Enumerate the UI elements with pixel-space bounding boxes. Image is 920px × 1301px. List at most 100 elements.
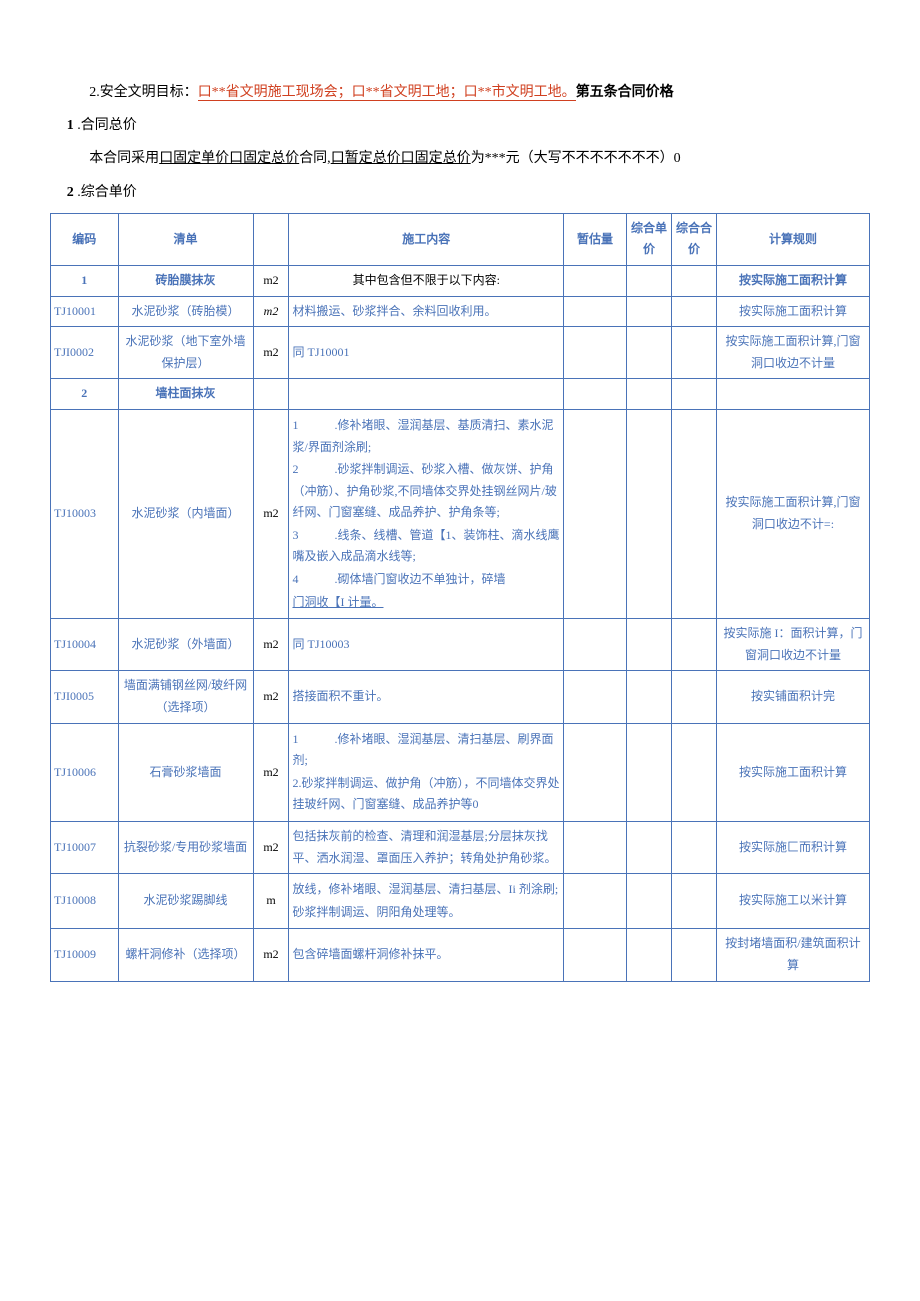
table-row: TJ10009螺杆洞修补（选择项）m2包含碎墙面螺杆洞修补抹平。按封堵墙面积/建…	[51, 929, 870, 981]
cell-content: 搭接面积不重计。	[289, 671, 564, 723]
cell-content: 放线，修补堵眼、湿润基层、清扫基层、Ii 剂涂刷;砂浆拌制调运、阴阳角处理等。	[289, 874, 564, 929]
cell-price	[626, 822, 671, 874]
section-1-num: 1	[67, 118, 74, 133]
cell-qty	[563, 379, 626, 410]
th-content: 施工内容	[289, 213, 564, 265]
cell-unit: m2	[253, 929, 289, 981]
clause5-title: 第五条合同价格	[576, 85, 674, 100]
cell-content: 同 TJ10001	[289, 327, 564, 379]
cell-total	[671, 619, 716, 671]
cell-qty	[563, 671, 626, 723]
cell-price	[626, 379, 671, 410]
cell-name: 砖胎膜抹灰	[118, 265, 253, 296]
th-qty: 暂估量	[563, 213, 626, 265]
cell-code: TJ10006	[51, 723, 119, 821]
cell-name: 水泥砂浆踢脚线	[118, 874, 253, 929]
cell-content: 同 TJ10003	[289, 619, 564, 671]
cell-rule: 按实际施工以米计算	[716, 874, 869, 929]
p3b: 口固定单价口固定总价	[159, 151, 299, 166]
safety-prefix: 2.安全文明目标：	[89, 85, 198, 100]
table-header-row: 编码 清单 施工内容 暂估量 综合单价 综合合价 计算规则	[51, 213, 870, 265]
cell-rule: 按实际施工面积计算	[716, 723, 869, 821]
cell-rule: 按实际施匚而积计算	[716, 822, 869, 874]
cell-qty	[563, 296, 626, 327]
table-row: TJ10006石膏砂浆墙面m21 .修补堵眼、湿润基层、清扫基层、刷界面剂;2.…	[51, 723, 870, 821]
table-row: TJ10003水泥砂浆（内墙面）m21 .修补堵眼、湿润基层、基质清扫、素水泥浆…	[51, 409, 870, 618]
cell-content: 1 .修补堵眼、湿润基层、基质清扫、素水泥浆/界面剂涂刷;2 .砂浆拌制调运、砂…	[289, 409, 564, 618]
cell-total	[671, 296, 716, 327]
section-2-title: 2 .综合单价	[67, 180, 870, 205]
table-row: 2墙柱面抹灰	[51, 379, 870, 410]
cell-qty	[563, 822, 626, 874]
p3d: 口暂定总价口固定总价	[331, 151, 471, 166]
cell-qty	[563, 874, 626, 929]
cell-qty	[563, 409, 626, 618]
cell-code: TJ10007	[51, 822, 119, 874]
cell-unit	[253, 379, 289, 410]
cell-price	[626, 929, 671, 981]
table-row: 1砖胎膜抹灰m2其中包含但不限于以下内容:按实际施工面积计算	[51, 265, 870, 296]
cell-price	[626, 874, 671, 929]
cell-total	[671, 265, 716, 296]
cell-rule: 按实际施工面积计算,门窗洞口收边不计=:	[716, 409, 869, 618]
cell-unit: m	[253, 874, 289, 929]
cell-unit: m2	[253, 671, 289, 723]
cell-content: 包括抹灰前的检查、清理和润湿基层;分层抹灰找平、洒水润湿、罩面压入养护；转角处护…	[289, 822, 564, 874]
table-body: 1砖胎膜抹灰m2其中包含但不限于以下内容:按实际施工面积计算TJ10001水泥砂…	[51, 265, 870, 981]
cell-content: 包含碎墙面螺杆洞修补抹平。	[289, 929, 564, 981]
cell-total	[671, 379, 716, 410]
cell-content: 其中包含但不限于以下内容:	[289, 265, 564, 296]
cell-qty	[563, 619, 626, 671]
cell-code: 2	[51, 379, 119, 410]
section-2-text: .综合单价	[74, 185, 137, 200]
p3e: 为***元（大写不不不不不不不）0	[471, 151, 681, 166]
cell-unit: m2	[253, 327, 289, 379]
cell-name: 螺杆洞修补（选择项）	[118, 929, 253, 981]
cell-price	[626, 265, 671, 296]
cell-name: 水泥砂浆（外墙面）	[118, 619, 253, 671]
cell-qty	[563, 723, 626, 821]
th-code: 编码	[51, 213, 119, 265]
cell-price	[626, 409, 671, 618]
cell-code: TJ10004	[51, 619, 119, 671]
cell-unit: m2	[253, 619, 289, 671]
cell-total	[671, 409, 716, 618]
table-row: TJ10007抗裂砂浆/专用砂浆墙面m2包括抹灰前的检查、清理和润湿基层;分层抹…	[51, 822, 870, 874]
cell-price	[626, 723, 671, 821]
th-unit	[253, 213, 289, 265]
cell-code: TJ10003	[51, 409, 119, 618]
cell-qty	[563, 327, 626, 379]
cell-price	[626, 327, 671, 379]
cell-name: 水泥砂浆（地下室外墙保护层）	[118, 327, 253, 379]
cell-total	[671, 327, 716, 379]
cell-rule: 按实际施工面积计算	[716, 265, 869, 296]
cell-rule: 按实际施工面积计算	[716, 296, 869, 327]
cell-content: 材料搬运、砂浆拌合、余料回收利用。	[289, 296, 564, 327]
cell-unit: m2	[253, 822, 289, 874]
section-1-text: .合同总价	[74, 118, 137, 133]
cell-unit: m2	[253, 409, 289, 618]
cell-price	[626, 619, 671, 671]
cell-name: 抗裂砂浆/专用砂浆墙面	[118, 822, 253, 874]
cell-code: TJI0005	[51, 671, 119, 723]
cell-total	[671, 929, 716, 981]
cell-price	[626, 671, 671, 723]
price-table: 编码 清单 施工内容 暂估量 综合单价 综合合价 计算规则 1砖胎膜抹灰m2其中…	[50, 213, 870, 982]
table-row: TJ10001水泥砂浆（砖胎模）m2材料搬运、砂浆拌合、余料回收利用。按实际施工…	[51, 296, 870, 327]
cell-qty	[563, 929, 626, 981]
th-total: 综合合价	[671, 213, 716, 265]
cell-total	[671, 874, 716, 929]
p3c: 合同,	[299, 151, 331, 166]
th-name: 清单	[118, 213, 253, 265]
cell-content	[289, 379, 564, 410]
cell-content: 1 .修补堵眼、湿润基层、清扫基层、刷界面剂;2.砂浆拌制调运、做护角（冲筋），…	[289, 723, 564, 821]
cell-price	[626, 296, 671, 327]
cell-code: 1	[51, 265, 119, 296]
table-row: TJI0002水泥砂浆（地下室外墙保护层）m2同 TJ10001按实际施工面积计…	[51, 327, 870, 379]
p3a: 本合同采用	[89, 151, 159, 166]
cell-code: TJI0002	[51, 327, 119, 379]
section-2-num: 2	[67, 185, 74, 200]
table-row: TJI0005墙面满铺钢丝网/玻纤网（选择项）m2搭接面积不重计。按实铺面积计完	[51, 671, 870, 723]
cell-total	[671, 671, 716, 723]
cell-code: TJ10008	[51, 874, 119, 929]
